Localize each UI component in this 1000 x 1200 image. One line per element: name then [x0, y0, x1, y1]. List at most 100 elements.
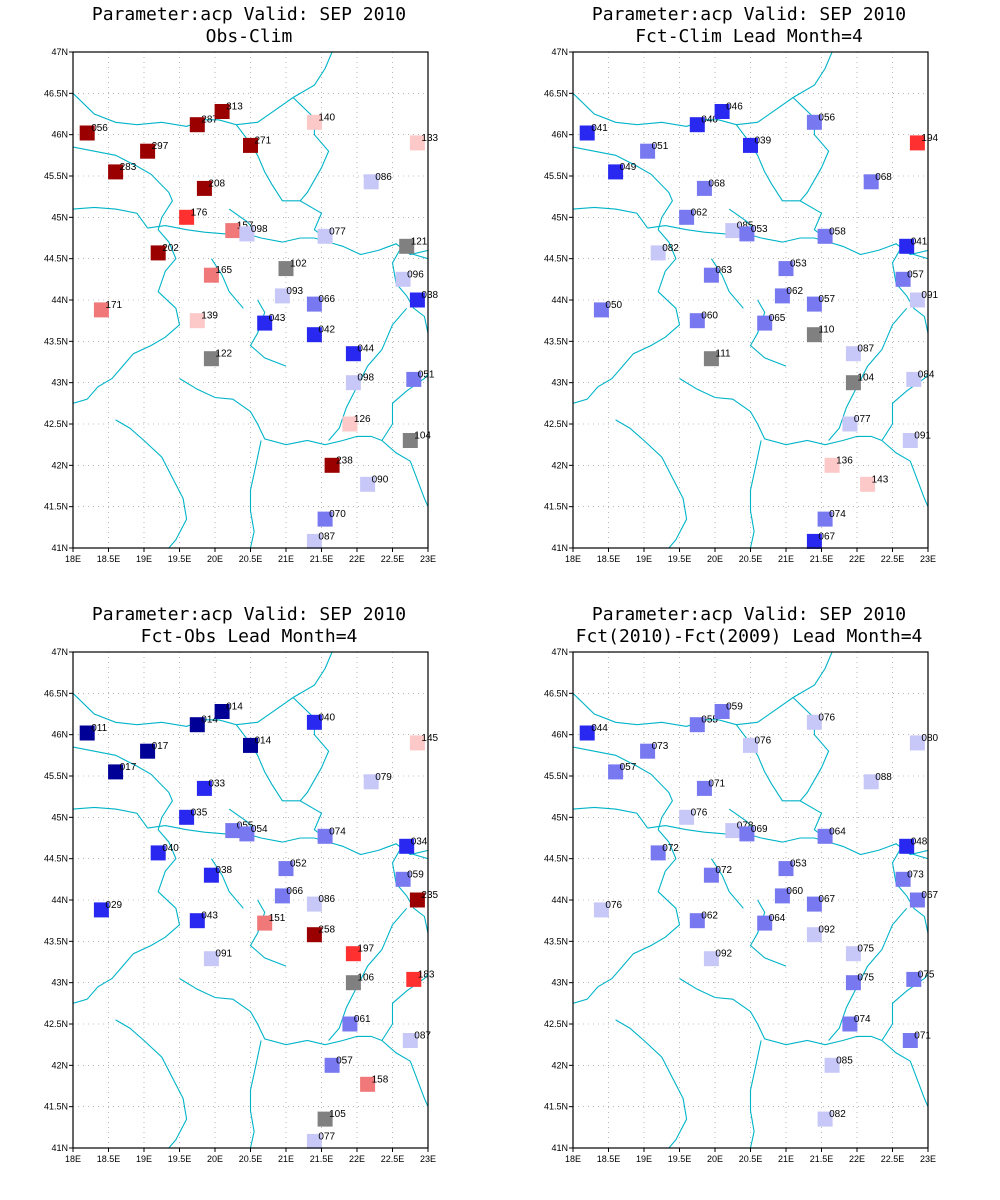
station-marker [757, 915, 773, 931]
station-marker [203, 867, 219, 883]
lat-tick-label: 43N [51, 978, 68, 988]
border-line [573, 52, 833, 127]
station-marker [593, 302, 609, 318]
border-line [679, 378, 883, 446]
station-value: 071 [914, 1031, 931, 1042]
station-value: 143 [872, 474, 889, 485]
station-value: 059 [407, 869, 424, 880]
lat-tick-label: 41.5N [544, 502, 568, 512]
lon-tick-label: 22E [349, 1154, 365, 1164]
station-value: 011 [91, 723, 107, 734]
station-value: 058 [829, 226, 846, 237]
station-value: 194 [921, 133, 938, 144]
station-marker [306, 533, 322, 549]
border-line [381, 374, 428, 441]
station-value: 111 [715, 349, 731, 360]
lat-tick-label: 44.5N [544, 254, 568, 264]
station-marker [689, 117, 705, 133]
lon-tick-label: 21.5E [810, 554, 834, 564]
station-value: 053 [751, 224, 768, 235]
lat-tick-label: 41N [551, 1143, 568, 1153]
station-value: 086 [318, 894, 335, 905]
panel-subtitle: Fct-Obs Lead Month=4 [141, 626, 358, 647]
lon-tick-label: 18.5E [597, 1154, 621, 1164]
station-value: 197 [357, 944, 374, 955]
station-value: 043 [269, 313, 286, 324]
station-marker [703, 867, 719, 883]
station-marker [402, 1033, 418, 1048]
station-value: 056 [91, 123, 108, 134]
station-marker [345, 975, 361, 991]
border-line [381, 974, 428, 1041]
station-marker [108, 764, 124, 780]
station-value: 038 [215, 865, 232, 876]
station-marker [363, 174, 379, 190]
station-marker [906, 971, 922, 987]
station-value: 158 [372, 1074, 389, 1085]
lon-tick-label: 23E [920, 1154, 936, 1164]
station-value: 042 [318, 325, 335, 336]
station-marker [395, 271, 411, 287]
station-marker [689, 913, 705, 929]
station-value: 238 [336, 455, 353, 466]
border-line [73, 52, 333, 127]
station-value: 258 [318, 925, 335, 936]
station-value: 096 [407, 269, 424, 280]
border-line [647, 825, 928, 856]
station-marker [399, 238, 415, 254]
lat-tick-label: 44N [51, 295, 68, 305]
border-line [73, 206, 149, 229]
station-value: 075 [918, 969, 935, 980]
lon-tick-label: 18.5E [597, 554, 621, 564]
station-marker [679, 209, 695, 225]
station-marker [899, 238, 915, 254]
station-value: 065 [769, 313, 786, 324]
station-marker [306, 927, 322, 943]
border-line [710, 858, 744, 909]
station-marker [806, 927, 822, 943]
panel-title: Parameter:acp Valid: SEP 2010 [592, 4, 906, 25]
station-marker [895, 271, 911, 287]
station-marker [806, 327, 822, 343]
lon-tick-label: 19E [636, 1154, 652, 1164]
station-marker [93, 302, 109, 318]
lon-tick-label: 22.5E [881, 554, 905, 564]
lon-tick-label: 23E [420, 1154, 436, 1164]
border-line [381, 1040, 428, 1107]
border-line [73, 146, 181, 404]
lon-tick-label: 19.5E [168, 1154, 192, 1164]
lat-tick-label: 43N [51, 378, 68, 388]
station-value: 053 [790, 259, 807, 270]
station-value: 235 [421, 890, 438, 901]
lon-tick-label: 19E [636, 554, 652, 564]
border-line [647, 225, 928, 256]
station-value: 052 [290, 859, 307, 870]
lon-tick-label: 18.5E [97, 554, 121, 564]
lon-tick-label: 19E [136, 554, 152, 564]
station-marker [774, 288, 790, 304]
station-value: 051 [418, 369, 435, 380]
station-value: 171 [105, 300, 122, 311]
border-line [115, 1019, 188, 1148]
station-marker [306, 114, 322, 130]
station-marker [842, 1016, 858, 1032]
lon-tick-label: 18E [65, 1154, 81, 1164]
border-line [749, 440, 762, 548]
station-value: 051 [652, 141, 669, 152]
lon-tick-label: 22E [349, 554, 365, 564]
border-line [328, 307, 408, 441]
border-line [615, 1019, 688, 1148]
border-lines [573, 652, 928, 1148]
station-value: 044 [357, 344, 374, 355]
lon-tick-label: 19.5E [168, 554, 192, 564]
station-value: 126 [354, 414, 371, 425]
lat-tick-label: 46.5N [44, 688, 68, 698]
lat-tick-label: 43.5N [544, 336, 568, 346]
gridlines [573, 652, 928, 1148]
station-value: 071 [708, 778, 725, 789]
station-marker [860, 476, 876, 492]
lat-tick-label: 42N [551, 1060, 568, 1070]
